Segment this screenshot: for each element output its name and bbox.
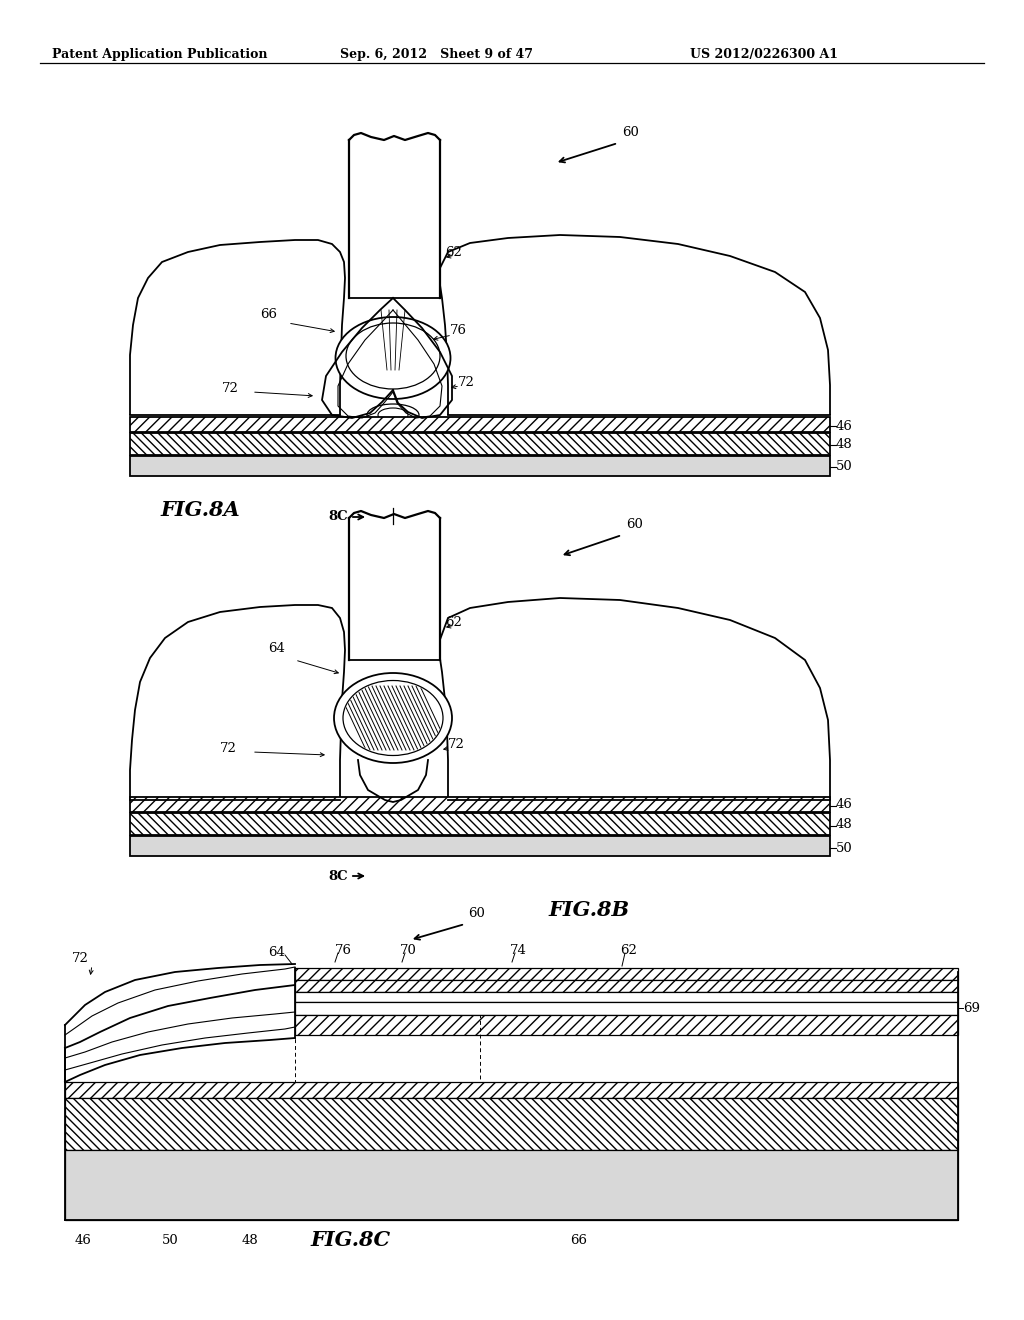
Bar <box>295 968 958 979</box>
Bar <box>349 132 440 298</box>
Text: 50: 50 <box>162 1233 179 1246</box>
Bar <box>295 1002 958 1015</box>
Text: 48: 48 <box>836 438 853 451</box>
Text: 69: 69 <box>963 1002 980 1015</box>
Text: 72: 72 <box>458 376 475 389</box>
Text: 66: 66 <box>260 309 278 322</box>
Bar <box>130 433 830 455</box>
Text: FIG.8B: FIG.8B <box>548 900 629 920</box>
Bar <box>65 1098 958 1150</box>
Text: 62: 62 <box>620 944 637 957</box>
Ellipse shape <box>367 404 419 426</box>
Bar <box>349 510 440 660</box>
Text: 72: 72 <box>220 742 237 755</box>
Ellipse shape <box>334 673 452 763</box>
Text: 60: 60 <box>626 517 643 531</box>
Bar <box>130 836 830 855</box>
Text: FIG.8C: FIG.8C <box>310 1230 390 1250</box>
Text: 72: 72 <box>222 381 239 395</box>
Bar <box>295 979 958 993</box>
Text: Sep. 6, 2012   Sheet 9 of 47: Sep. 6, 2012 Sheet 9 of 47 <box>340 48 534 61</box>
Text: 50: 50 <box>836 842 853 854</box>
Ellipse shape <box>378 408 408 422</box>
Text: 70: 70 <box>400 944 417 957</box>
Text: Patent Application Publication: Patent Application Publication <box>52 48 267 61</box>
Text: 76: 76 <box>450 323 467 337</box>
Text: 60: 60 <box>622 125 639 139</box>
Ellipse shape <box>346 323 440 389</box>
Text: 72: 72 <box>72 952 89 965</box>
Text: 74: 74 <box>510 944 527 957</box>
Polygon shape <box>65 985 295 1082</box>
Text: 48: 48 <box>836 818 853 832</box>
Bar <box>130 797 830 812</box>
Ellipse shape <box>343 681 443 755</box>
Text: 8C: 8C <box>329 870 348 883</box>
Text: 8C: 8C <box>329 511 348 524</box>
Bar <box>295 993 958 1002</box>
Text: 64: 64 <box>268 642 285 655</box>
Text: 48: 48 <box>242 1233 259 1246</box>
Text: FIG.8A: FIG.8A <box>160 500 240 520</box>
Bar <box>130 813 830 836</box>
Text: 64: 64 <box>268 945 285 958</box>
Text: 60: 60 <box>468 907 485 920</box>
Ellipse shape <box>336 317 451 399</box>
Bar <box>65 1082 958 1098</box>
Text: 76: 76 <box>335 944 352 957</box>
Text: 62: 62 <box>445 246 462 259</box>
Bar <box>65 1150 958 1220</box>
Text: 46: 46 <box>836 420 853 433</box>
Text: 50: 50 <box>836 461 853 474</box>
Text: 46: 46 <box>75 1233 92 1246</box>
Text: 46: 46 <box>836 799 853 812</box>
Text: US 2012/0226300 A1: US 2012/0226300 A1 <box>690 48 838 61</box>
Bar <box>130 455 830 477</box>
Text: 62: 62 <box>445 615 462 628</box>
Bar <box>295 1015 958 1035</box>
Text: 72: 72 <box>449 738 465 751</box>
Text: 66: 66 <box>570 1233 587 1246</box>
Bar <box>130 417 830 432</box>
